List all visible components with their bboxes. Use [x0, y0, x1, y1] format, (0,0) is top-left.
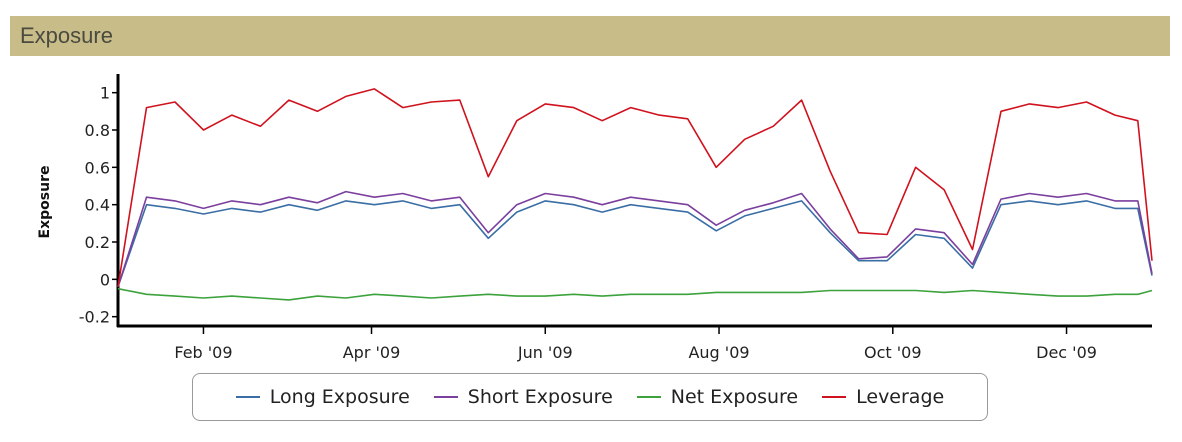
legend-label: Net Exposure	[670, 386, 799, 408]
legend-label: Leverage	[856, 386, 945, 408]
series-line-long-exposure	[117, 200, 1153, 288]
legend-swatch	[636, 396, 661, 398]
legend-swatch	[822, 396, 847, 398]
legend-item[interactable]: Leverage	[822, 386, 944, 408]
legend-label: Short Exposure	[467, 386, 613, 408]
legend-swatch	[235, 396, 260, 398]
x-tick-label: Oct '09	[864, 343, 922, 362]
x-tick-label: Feb '09	[174, 343, 232, 362]
legend-label: Long Exposure	[269, 386, 410, 408]
section-header: Exposure	[10, 16, 1170, 56]
y-tick-label: 0.8	[85, 121, 110, 140]
x-tick-label: Aug '09	[688, 343, 749, 362]
legend-swatch	[433, 396, 458, 398]
series-lines	[117, 88, 1153, 301]
y-axis-title: Exposure	[37, 166, 53, 239]
series-line-short-exposure	[117, 190, 1153, 288]
y-tick-label: 0.6	[85, 158, 110, 177]
x-tick-label: Dec '09	[1036, 343, 1097, 362]
legend-item[interactable]: Net Exposure	[636, 386, 799, 408]
y-tick-label: 0.2	[85, 233, 110, 252]
legend-item[interactable]: Long Exposure	[235, 386, 410, 408]
y-tick-label: -0.2	[79, 308, 110, 327]
x-tick-label: Apr '09	[343, 343, 401, 362]
y-tick-label: 0.4	[85, 196, 110, 215]
section-title: Exposure	[20, 23, 113, 48]
series-line-leverage	[117, 88, 1153, 287]
series-line-net-exposure	[117, 287, 1153, 301]
legend-item[interactable]: Short Exposure	[433, 386, 613, 408]
y-tick-label: 0	[100, 270, 110, 289]
y-tick-label: 1	[100, 84, 110, 103]
chart-legend: Long Exposure Short Exposure Net Exposure L…	[192, 373, 988, 421]
x-tick-label: Jun '09	[517, 343, 573, 362]
axes: -0.2 0 0.2 0.4 0.6 0.8 1 Feb '09 Apr '09 Jun '09 A…	[79, 74, 1152, 362]
